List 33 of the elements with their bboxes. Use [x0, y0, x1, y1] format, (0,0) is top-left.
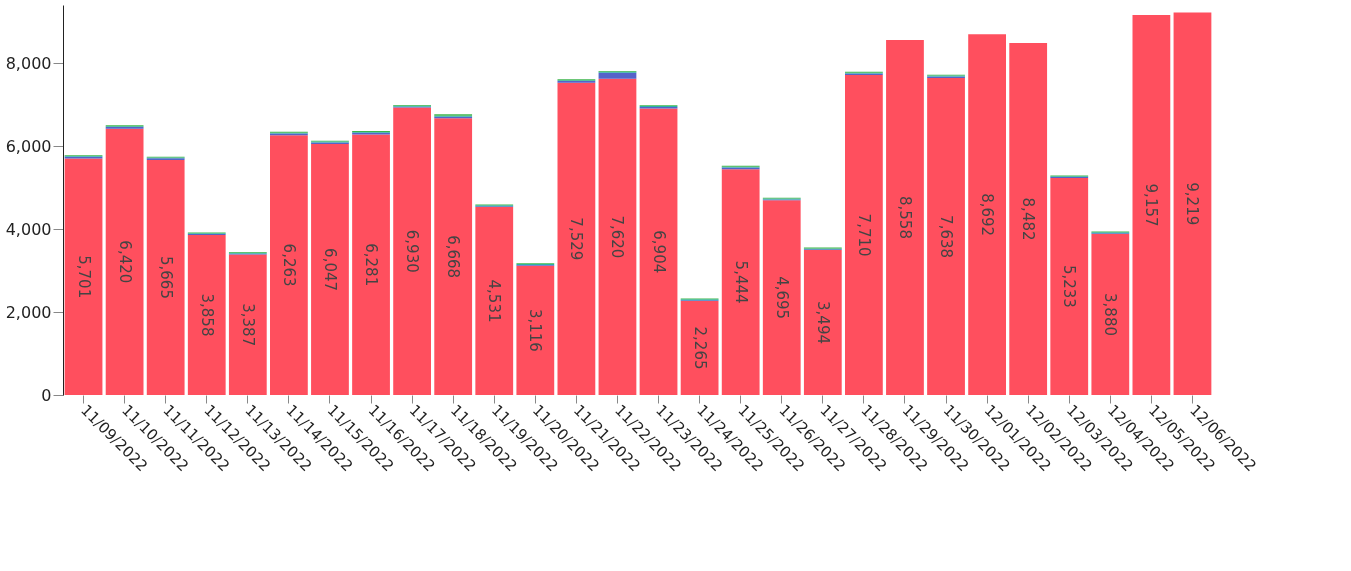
data-label: 6,263 — [279, 243, 298, 287]
data-label: 5,701 — [74, 255, 93, 299]
data-label: 5,233 — [1060, 264, 1079, 308]
data-label: 7,620 — [608, 215, 627, 259]
data-label: 5,444 — [731, 260, 750, 304]
data-label: 3,858 — [197, 293, 216, 337]
data-label: 5,665 — [156, 256, 175, 299]
data-label: 2,265 — [690, 326, 709, 370]
data-label: 8,692 — [978, 193, 997, 237]
data-label: 9,157 — [1142, 183, 1161, 227]
data-label: 7,638 — [937, 215, 956, 259]
data-label: 4,695 — [772, 276, 791, 320]
y-tick-label: 6,000 — [5, 136, 52, 156]
data-label: 6,904 — [649, 230, 668, 274]
data-label: 7,710 — [854, 213, 873, 257]
data-label: 3,387 — [238, 303, 257, 347]
data-label: 4,531 — [485, 279, 504, 323]
data-label: 3,880 — [1101, 293, 1120, 336]
data-label: 3,494 — [813, 301, 832, 344]
data-label: 9,219 — [1183, 182, 1202, 226]
data-label: 6,047 — [320, 248, 339, 292]
data-label: 6,668 — [444, 235, 463, 279]
data-label: 6,930 — [403, 229, 422, 273]
data-label: 6,281 — [362, 243, 381, 287]
y-tick-label: 0 — [41, 385, 52, 405]
data-label: 7,529 — [567, 217, 586, 261]
y-tick-label: 4,000 — [5, 219, 52, 239]
data-label: 8,558 — [895, 195, 914, 239]
data-label: 8,482 — [1019, 197, 1038, 241]
data-label: 6,420 — [115, 240, 134, 284]
y-tick-label: 8,000 — [5, 53, 52, 73]
y-tick-label: 2,000 — [5, 302, 52, 322]
data-label: 3,116 — [526, 308, 545, 352]
